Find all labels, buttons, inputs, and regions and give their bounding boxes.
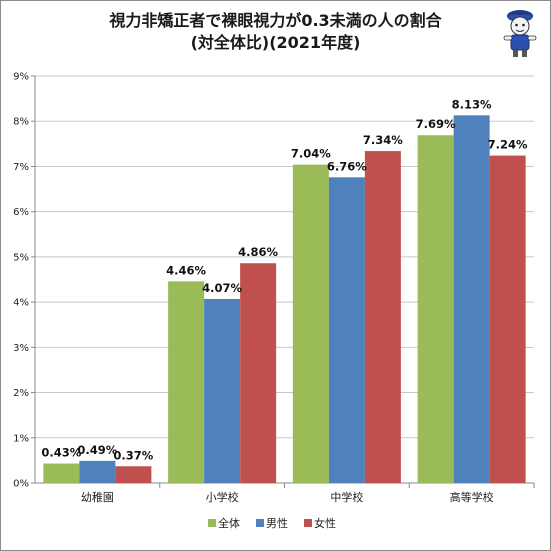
bar-男性-高等学校 [453,115,490,484]
y-tick-label: 5% [13,252,29,263]
chart-title: 視力非矯正者で裸眼視力が0.3未満の人の割合 [109,11,442,30]
y-tick-label: 3% [13,343,29,354]
x-category-label: 幼稚園 [81,491,114,504]
legend-swatch [208,519,216,527]
bars [43,115,526,484]
data-labels: 0.43%0.49%0.37% 4.46% 4.07% 4.86% 7.04%6.76%… [41,97,528,462]
x-category-label: 中学校 [330,490,363,504]
bar-男性-中学校 [328,177,365,483]
data-label: 0.49% [77,443,117,457]
bar-女性-高等学校 [489,155,526,483]
bar-全体-小学校 [168,281,205,483]
data-label: 0.37% [113,448,153,462]
bar-全体-高等学校 [417,135,454,484]
bar-男性-小学校 [204,298,241,483]
data-label: 4.07% [202,281,242,295]
x-category-label: 小学校 [206,490,239,504]
legend-swatch [256,519,264,527]
legend-swatch [304,519,312,527]
bar-女性-小学校 [240,263,277,483]
data-label: 0.43% [41,446,81,460]
legend-entry: 女性 [314,516,336,530]
data-label: 7.34% [363,133,403,147]
mascot-logo [503,10,537,57]
data-label: 8.13% [452,97,492,111]
data-label: 7.04% [291,147,331,161]
bar-全体-幼稚園 [43,463,80,483]
data-label: 4.86% [238,245,278,259]
bar-男性-幼稚園 [79,460,116,483]
y-tick-label: 7% [13,162,29,173]
legend: 全体 男性 女性 [208,516,336,530]
chart-subtitle: (対全体比)(2021年度) [190,33,361,52]
bar-女性-幼稚園 [115,466,152,483]
y-tick-label: 2% [13,388,29,399]
y-tick-label: 6% [13,207,29,218]
bar-全体-中学校 [292,164,329,483]
x-category-label: 高等学校 [450,490,494,504]
y-tick-label: 1% [13,433,29,444]
axes: 0% 1% 2% 3% 4% 5% 6% 7% 8% 9% 幼稚園 小学校 中学校 高等学校 [13,72,535,504]
legend-entry: 全体 [218,516,240,530]
y-tick-label: 4% [13,298,29,309]
chart-title-block: 視力非矯正者で裸眼視力が0.3未満の人の割合 (対全体比)(2021年度) [0,10,551,54]
y-tick-label: 8% [13,117,29,128]
legend-entry: 男性 [266,516,288,530]
data-label: 6.76% [327,159,367,173]
data-label: 7.69% [416,117,456,131]
data-label: 7.24% [488,138,528,152]
y-tick-label: 9% [13,72,29,83]
y-tick-label: 0% [13,479,29,490]
data-label: 4.46% [166,263,206,277]
bar-女性-中学校 [364,151,401,483]
